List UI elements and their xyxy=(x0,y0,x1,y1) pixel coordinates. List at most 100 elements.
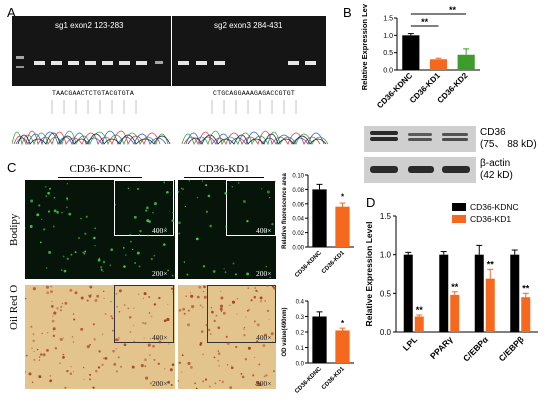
lipid-droplet xyxy=(247,287,250,289)
y-tick-label: 0.0 xyxy=(380,328,392,337)
y-tick-label: 0.2 xyxy=(296,331,305,337)
lipid-droplet xyxy=(64,301,68,305)
inset-frame xyxy=(207,285,276,343)
ladder-band xyxy=(16,56,24,59)
legend-label: CD36-KD1 xyxy=(470,214,511,224)
lipid-droplet xyxy=(203,295,207,299)
lipid-droplet xyxy=(62,255,65,258)
lipid-droplet xyxy=(104,356,108,360)
lipid-droplet xyxy=(52,334,56,338)
lipid-droplet xyxy=(253,295,257,299)
gel-band xyxy=(34,61,45,65)
lipid-droplet xyxy=(53,311,57,315)
lipid-droplet xyxy=(125,254,127,256)
lipid-droplet xyxy=(218,365,220,367)
lipid-droplet xyxy=(257,291,259,293)
lipid-droplet xyxy=(123,343,127,347)
lipid-droplet xyxy=(235,345,238,349)
lipid-droplet xyxy=(109,264,112,267)
lipid-droplet xyxy=(89,378,91,381)
lipid-droplet xyxy=(153,254,156,257)
lipid-droplet xyxy=(171,274,174,277)
lipid-droplet xyxy=(72,341,74,343)
gel-band xyxy=(178,61,189,65)
lipid-droplet xyxy=(231,300,236,304)
lipid-droplet xyxy=(194,382,196,385)
lipid-droplet xyxy=(97,366,101,369)
lipid-droplet xyxy=(184,205,187,208)
lipid-droplet xyxy=(115,348,117,350)
y-tick-label: 0.1 xyxy=(296,346,305,352)
lipid-droplet xyxy=(110,315,113,318)
lipid-droplet xyxy=(225,335,228,339)
lipid-droplet xyxy=(220,290,222,292)
wb-band-actin xyxy=(370,166,398,173)
lipid-droplet xyxy=(46,348,49,352)
mag-label-inset: 400× xyxy=(152,333,168,342)
lipid-droplet xyxy=(271,285,275,288)
gel-band xyxy=(85,61,96,65)
lipid-droplet xyxy=(202,380,205,383)
y-axis-title: Relative fluorescence area xyxy=(282,172,288,248)
lipid-droplet xyxy=(63,269,67,273)
lipid-droplet xyxy=(113,363,117,366)
bar xyxy=(474,254,484,332)
lipid-droplet xyxy=(188,180,191,182)
lipid-droplet xyxy=(264,333,267,337)
lipid-droplet xyxy=(217,352,221,355)
lipid-droplet xyxy=(104,313,107,315)
lipid-droplet xyxy=(30,199,34,203)
lipid-droplet xyxy=(66,183,68,185)
lipid-droplet xyxy=(127,307,130,310)
mag-label-inset: 400× xyxy=(152,226,168,235)
lipid-droplet xyxy=(226,341,230,345)
lipid-droplet xyxy=(265,374,268,377)
lipid-droplet xyxy=(146,206,149,209)
lipid-droplet xyxy=(115,370,118,373)
lipid-droplet xyxy=(243,326,246,329)
lipid-droplet xyxy=(101,363,104,366)
lipid-droplet xyxy=(110,300,112,303)
lipid-droplet xyxy=(259,296,263,300)
lipid-droplet xyxy=(191,305,195,309)
mag-label-inset: 400× xyxy=(256,226,272,235)
lipid-droplet xyxy=(241,375,245,379)
chart-c-bottom: 0.0 0.1 0.2 0.3 0.4 OD value(490nm) CD36-KDNCC… xyxy=(282,300,354,395)
lipid-droplet xyxy=(102,270,104,272)
chart-d: 0.0 0.5 1.0 1.5 Relative Expression Level ** L… xyxy=(364,202,538,363)
legend-swatch xyxy=(452,203,466,211)
lipid-droplet xyxy=(73,318,76,321)
lipid-droplet xyxy=(183,312,186,315)
lipid-droplet xyxy=(111,329,114,332)
lipid-droplet xyxy=(260,299,263,302)
inset-frame xyxy=(114,180,174,236)
wb-band-actin xyxy=(442,166,470,173)
wb-band-actin xyxy=(408,166,434,173)
bar xyxy=(403,254,413,332)
lipid-droplet xyxy=(46,291,50,295)
row-label-bodipy: Bodipy xyxy=(8,213,20,246)
row-label-oil-red-o: Oil Red O xyxy=(8,284,20,330)
lipid-droplet xyxy=(229,386,233,389)
lipid-droplet xyxy=(69,372,73,375)
lipid-droplet xyxy=(66,197,69,200)
lipid-droplet xyxy=(256,323,260,327)
lipid-droplet xyxy=(182,188,185,191)
y-tick-label: 0.5 xyxy=(380,289,392,298)
bar xyxy=(312,189,327,247)
wb-label-actin: β-actin xyxy=(480,158,511,169)
lipid-droplet xyxy=(273,286,276,290)
lipid-droplet xyxy=(195,237,199,241)
lipid-droplet xyxy=(33,350,35,353)
lipid-droplet xyxy=(204,378,208,381)
lipid-droplet xyxy=(156,337,159,340)
gel-band xyxy=(288,61,299,65)
lipid-droplet xyxy=(103,357,105,360)
lipid-droplet xyxy=(205,210,208,213)
lipid-droplet xyxy=(178,232,181,235)
lipid-droplet xyxy=(29,225,33,228)
lipid-droplet xyxy=(115,338,118,341)
lipid-droplet xyxy=(138,265,141,268)
lipid-droplet xyxy=(51,319,55,323)
lipid-droplet xyxy=(102,260,106,264)
